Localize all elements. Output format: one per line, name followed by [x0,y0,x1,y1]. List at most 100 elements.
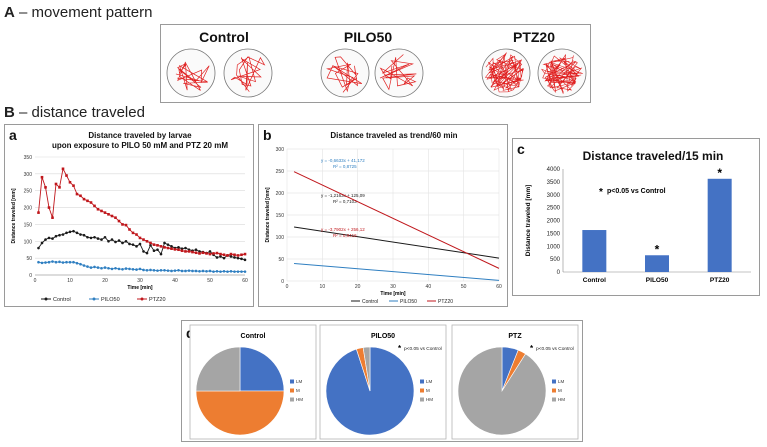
bar-pilo50 [645,255,669,272]
legend-label-d: HM [426,397,433,402]
data-point-pilo50 [149,268,152,272]
data-point-ptz20 [58,186,61,189]
legend-label-a: PILO50 [101,297,120,303]
legend-label-b: Control [362,299,378,305]
data-point-ptz20 [180,249,184,253]
data-point-control [145,251,149,255]
x-axis-label-b: Time [min] [380,291,406,297]
data-point-pilo50 [58,260,61,264]
data-point-pilo50 [156,269,159,272]
data-point-control [149,244,152,247]
y-axis-label-a: Distance traveled [mm] [11,188,17,243]
data-point-ptz20 [149,241,152,245]
data-point-control [40,241,44,245]
significance-star: * [717,166,722,180]
trend-line-ptz20 [293,171,500,269]
significance-star: * [655,242,660,256]
data-point-ptz20 [89,201,93,204]
legend-swatch-d [552,379,556,384]
well-trace-3 [326,56,362,93]
legend-swatch-d [420,397,424,402]
category-label-pilo50: PILO50 [646,277,669,284]
movement-pattern-box: Control PILO50 PTZ20 [160,24,591,103]
data-point-pilo50 [96,266,100,269]
data-point-pilo50 [107,266,110,270]
note-text-d: p<0.05 vs Control [404,346,442,352]
x-tick-label-a: 30 [137,278,143,284]
data-point-ptz20 [51,216,54,219]
data-point-ptz20 [128,228,131,231]
data-point-control [114,240,117,244]
data-point-control [68,230,72,234]
trend-r2-pilo50: R² = 0,8725 [333,164,357,169]
y-tick-label-b: 50 [278,257,284,263]
note-star-d: * [530,344,534,353]
data-point-ptz20 [156,244,159,247]
data-point-pilo50 [61,261,65,264]
note-star-d: * [398,344,402,353]
data-point-pilo50 [233,270,236,273]
data-point-control [184,246,187,250]
section-b-title: B – distance traveled [4,104,145,121]
trend-equation-pilo50: y = -0,6633x + 41,172 [321,158,365,163]
y-tick-label-b: 250 [276,169,285,175]
y-tick-label-c: 2500 [547,206,561,212]
data-point-pilo50 [229,269,233,273]
data-point-ptz20 [222,253,226,257]
data-point-ptz20 [47,206,51,209]
data-point-ptz20 [191,250,194,254]
data-point-ptz20 [86,199,89,203]
data-point-control [156,248,159,252]
data-point-pilo50 [145,268,149,272]
data-point-control [135,245,138,248]
x-axis-label-a: Time [min] [127,285,153,291]
y-tick-label-b: 200 [276,191,285,197]
data-point-ptz20 [240,253,243,257]
data-point-pilo50 [44,261,47,264]
data-point-pilo50 [212,270,215,273]
y-tick-label-b: 0 [281,279,284,285]
x-tick-label-a: 50 [207,278,213,284]
data-point-pilo50 [47,260,51,264]
legend-label-b: PTZ20 [438,299,453,305]
y-tick-label-a: 150 [24,222,33,228]
data-point-pilo50 [198,269,201,273]
data-point-ptz20 [166,246,170,250]
pie-slice-hm [362,346,371,392]
data-point-control [233,256,236,259]
data-point-ptz20 [198,252,201,255]
data-point-pilo50 [205,269,208,273]
data-point-control [100,238,103,241]
y-tick-label-c: 3500 [547,180,561,186]
y-tick-label-a: 0 [29,273,32,279]
well-trace-6 [540,53,583,94]
data-point-ptz20 [226,254,229,257]
x-tick-label-a: 20 [102,278,108,284]
data-point-ptz20 [233,253,236,257]
bar-ptz20 [707,178,732,272]
data-point-ptz20 [72,184,75,187]
data-point-pilo50 [243,270,247,273]
data-point-control [131,243,135,246]
panel-b-letter: b [263,127,272,143]
data-point-control [208,250,212,253]
pie-slice-m [195,390,285,436]
data-point-control [229,255,233,258]
data-point-pilo50 [131,267,135,271]
pie-title-3: PTZ [508,333,522,340]
legend-swatch-d [290,379,294,384]
data-point-pilo50 [163,268,166,272]
trend-r2-control: R² = 0,7103 [333,199,357,204]
data-point-pilo50 [159,268,163,272]
data-point-pilo50 [65,260,68,264]
data-point-control [142,250,145,253]
legend-marker-a [140,297,144,301]
data-point-pilo50 [142,268,145,272]
y-tick-label-a: 200 [24,206,33,212]
movement-group-label-pilo: PILO50 [343,29,393,45]
well-2 [223,48,273,98]
data-point-ptz20 [96,207,100,211]
data-point-ptz20 [163,246,166,249]
data-point-control [219,255,222,258]
